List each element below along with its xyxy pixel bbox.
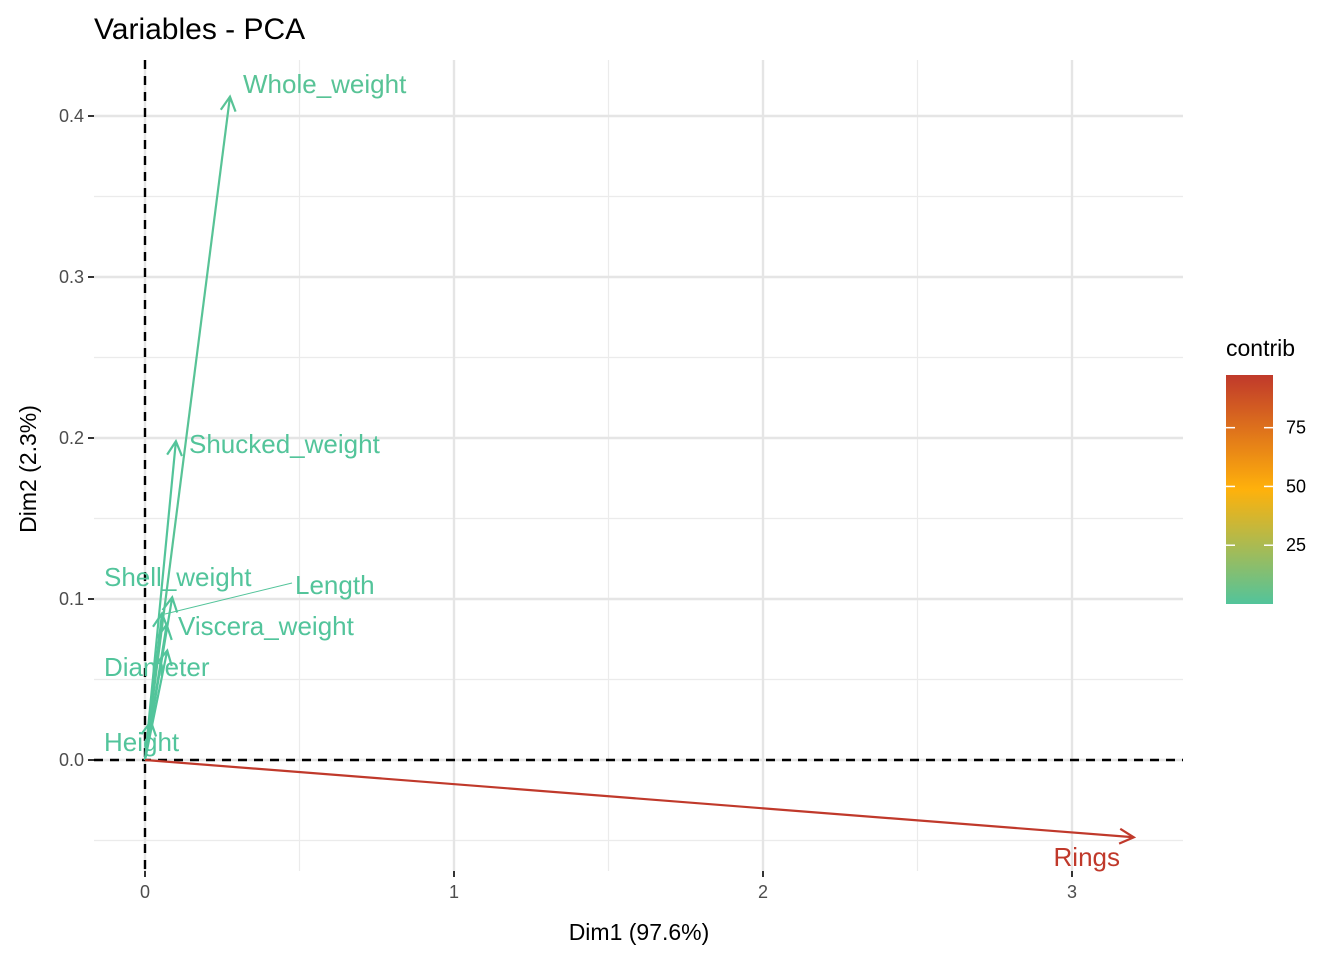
label-shell-weight: Shell_weight — [104, 562, 252, 592]
legend-tick-label: 50 — [1286, 476, 1306, 496]
axis-ticks: 0 1 2 3 0.0 0.1 0.2 0.3 0.4 — [59, 106, 1077, 902]
arrow-head — [152, 611, 169, 629]
y-axis-title: Dim2 (2.3%) — [15, 405, 41, 533]
arrow-head — [161, 595, 179, 613]
label-height: Height — [104, 727, 180, 757]
reference-lines — [94, 60, 1183, 871]
arrow-rings — [144, 758, 1137, 845]
variable-labels: Whole_weight Shucked_weight Length Viscera_… — [104, 69, 1120, 872]
chart-title: Variables - PCA — [94, 13, 305, 46]
label-connector-length — [164, 582, 293, 615]
x-tick-label: 2 — [758, 882, 768, 902]
x-tick-label: 3 — [1067, 882, 1077, 902]
arrow-head — [219, 94, 237, 113]
legend-tick-label: 75 — [1286, 418, 1306, 438]
x-tick-label: 0 — [140, 882, 150, 902]
legend: contrib 25 50 75 — [1226, 335, 1306, 604]
legend-tick-label: 25 — [1286, 535, 1306, 555]
y-tick-label: 0.0 — [59, 750, 84, 770]
arrow-head — [1118, 827, 1137, 845]
y-tick-label: 0.4 — [59, 106, 84, 126]
y-tick-label: 0.1 — [59, 589, 84, 609]
arrow-shaft — [143, 721, 152, 761]
variable-arrows — [140, 94, 1137, 845]
label-length: Length — [295, 570, 375, 600]
arrow-shaft — [144, 758, 1134, 839]
legend-colorbar — [1226, 375, 1273, 604]
arrow-height — [140, 719, 158, 761]
arrow-whole-weight — [143, 94, 237, 761]
grid — [94, 60, 1183, 871]
label-shucked-weight: Shucked_weight — [189, 429, 381, 459]
x-tick-label: 1 — [449, 882, 459, 902]
arrow-head — [166, 438, 183, 457]
x-axis-title: Dim1 (97.6%) — [569, 919, 710, 945]
label-whole-weight: Whole_weight — [243, 69, 407, 99]
legend-title: contrib — [1226, 335, 1295, 361]
arrow-head — [156, 648, 173, 667]
y-tick-label: 0.2 — [59, 428, 84, 448]
arrow-head — [140, 719, 158, 737]
label-rings: Rings — [1054, 842, 1120, 872]
label-viscera-weight: Viscera_weight — [178, 611, 355, 641]
arrow-shaft — [143, 96, 232, 761]
y-tick-label: 0.3 — [59, 267, 84, 287]
label-diameter: Diameter — [104, 652, 210, 682]
